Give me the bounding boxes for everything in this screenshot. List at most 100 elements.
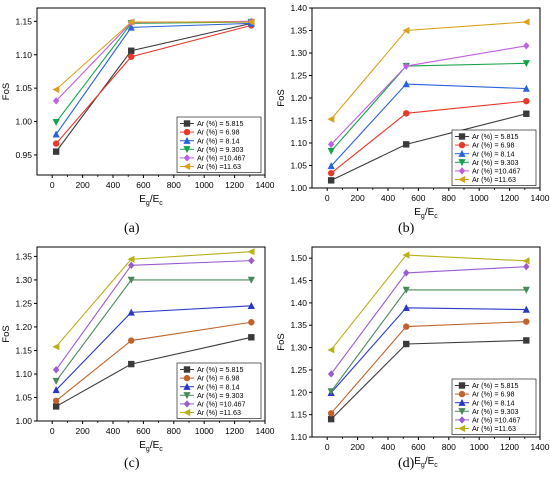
data-point: [128, 337, 135, 344]
y-tick-label: 1.00: [15, 416, 32, 426]
data-point: [327, 177, 335, 184]
x-tick-label: 800: [167, 426, 181, 436]
legend-label: Ar (%) = 6.98: [472, 141, 515, 150]
panel-label-d: (d): [398, 456, 415, 471]
data-point: [127, 255, 135, 263]
x-tick-label: 800: [167, 180, 181, 190]
y-axis-label: FoS: [1, 325, 12, 342]
legend-label: Ar (%) = 5.815: [472, 381, 519, 390]
y-tick-label: 1.30: [15, 275, 32, 285]
series-line: [55, 21, 252, 90]
data-point: [522, 305, 530, 313]
legend-marker: [183, 408, 191, 417]
series-line: [330, 45, 527, 145]
y-tick-label: 1.15: [290, 410, 307, 420]
data-point: [52, 148, 60, 155]
data-point: [523, 42, 530, 50]
data-point: [402, 304, 410, 311]
y-tick-label: 1.25: [290, 71, 307, 81]
x-tick-label: 1000: [195, 180, 214, 190]
data-point: [247, 276, 255, 284]
x-tick-label: 400: [106, 426, 120, 436]
data-point: [248, 319, 255, 326]
y-tick-label: 1.15: [290, 116, 307, 126]
x-tick-label: 200: [76, 180, 90, 190]
data-point: [52, 343, 60, 351]
y-tick-label: 1.05: [290, 161, 307, 171]
x-tick-label: 1000: [195, 426, 214, 436]
x-tick-label: 200: [351, 442, 365, 452]
x-tick-label: 1400: [531, 442, 550, 452]
legend-marker: [183, 162, 191, 171]
x-axis-label: Eg/Ec: [139, 440, 163, 453]
data-point: [247, 248, 255, 256]
y-tick-label: 1.25: [290, 365, 307, 375]
legend-marker: [458, 167, 466, 175]
x-tick-label: 1200: [225, 180, 244, 190]
legend-label: Ar (%) =10.467: [197, 400, 246, 409]
y-tick-label: 1.25: [15, 298, 32, 308]
data-point: [52, 130, 60, 138]
data-point: [128, 47, 135, 54]
legend-label: Ar (%) = 5.815: [472, 132, 519, 141]
panel-label-a: (a): [124, 221, 140, 236]
legend-label: Ar (%) =11.63: [197, 408, 241, 417]
legend-label: Ar (%) = 9.303: [197, 145, 244, 154]
series-line: [55, 21, 252, 123]
x-tick-label: 400: [106, 180, 120, 190]
legend-marker: [458, 159, 466, 167]
data-point: [403, 323, 410, 330]
data-point: [522, 60, 530, 68]
data-point: [522, 18, 530, 26]
data-point: [52, 85, 60, 94]
legend-label: Ar (%) = 8.14: [197, 136, 240, 145]
legend-box: [176, 362, 262, 419]
legend-marker: [183, 382, 191, 390]
legend-box: [451, 378, 537, 435]
x-tick-label: 1400: [256, 180, 275, 190]
legend-marker: [458, 382, 466, 389]
data-point: [523, 262, 530, 271]
data-point: [327, 115, 335, 123]
data-point: [128, 360, 135, 368]
legend-label: Ar (%) = 8.14: [472, 149, 515, 158]
x-tick-label: 0: [50, 426, 55, 436]
legend-label: Ar (%) = 6.98: [197, 374, 240, 383]
x-tick-label: 1400: [531, 193, 550, 203]
y-axis-label: FoS: [276, 89, 287, 106]
legend-label: Ar (%) =10.467: [472, 416, 521, 425]
legend-marker: [458, 149, 466, 157]
x-tick-label: 1000: [470, 442, 489, 452]
y-tick-label: 1.20: [290, 387, 307, 397]
data-point: [327, 169, 335, 177]
legend-label: Ar (%) = 9.303: [197, 391, 244, 400]
data-point: [403, 141, 410, 148]
legend-marker: [183, 120, 191, 127]
data-point: [402, 80, 410, 88]
legend-label: Ar (%) =11.63: [472, 424, 516, 433]
y-axis-label: FoS: [276, 333, 287, 350]
x-tick-label: 200: [351, 193, 365, 203]
data-point: [327, 346, 335, 354]
y-tick-label: 1.30: [290, 48, 307, 58]
x-tick-label: 200: [76, 426, 90, 436]
y-tick-label: 1.10: [290, 138, 307, 148]
legend-marker: [458, 424, 466, 433]
y-tick-label: 1.05: [15, 83, 32, 93]
data-point: [523, 337, 530, 344]
series-line: [330, 289, 527, 392]
data-point: [403, 110, 410, 117]
legend-box: [176, 116, 262, 173]
panel-label-b: (b): [398, 221, 415, 236]
y-tick-label: 1.50: [290, 253, 307, 263]
legend-marker: [458, 390, 466, 398]
legend-label: Ar (%) = 9.303: [472, 158, 519, 167]
legend-box: [451, 129, 537, 186]
legend-marker: [183, 128, 191, 136]
legend-label: Ar (%) =11.63: [472, 175, 516, 184]
y-tick-label: 1.20: [15, 322, 32, 332]
x-tick-label: 800: [442, 442, 456, 452]
